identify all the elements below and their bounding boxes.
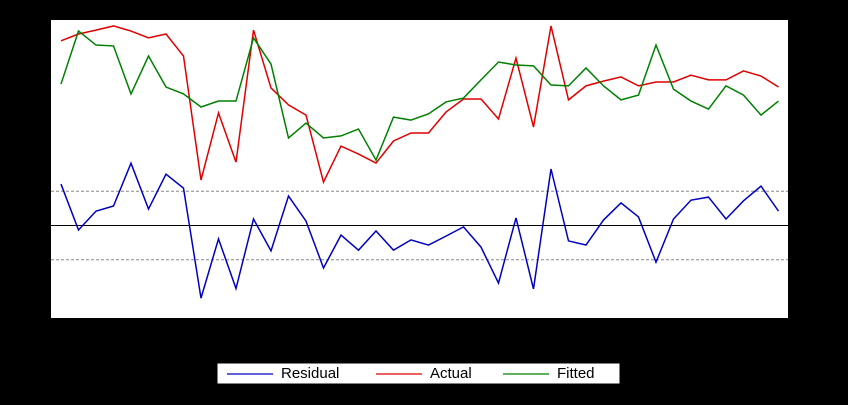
series-line — [60, 29, 779, 162]
y2-tick-label: -1 — [794, 251, 807, 268]
legend-label: Actual — [430, 365, 472, 382]
legend-label: Fitted — [557, 365, 595, 382]
series-line — [60, 161, 780, 299]
plot-area — [51, 20, 788, 318]
y2-tick-label: 0 — [794, 216, 802, 233]
y2-tick-label: 1 — [794, 182, 802, 199]
legend-label: Residual — [281, 365, 339, 382]
series-line — [60, 25, 779, 185]
